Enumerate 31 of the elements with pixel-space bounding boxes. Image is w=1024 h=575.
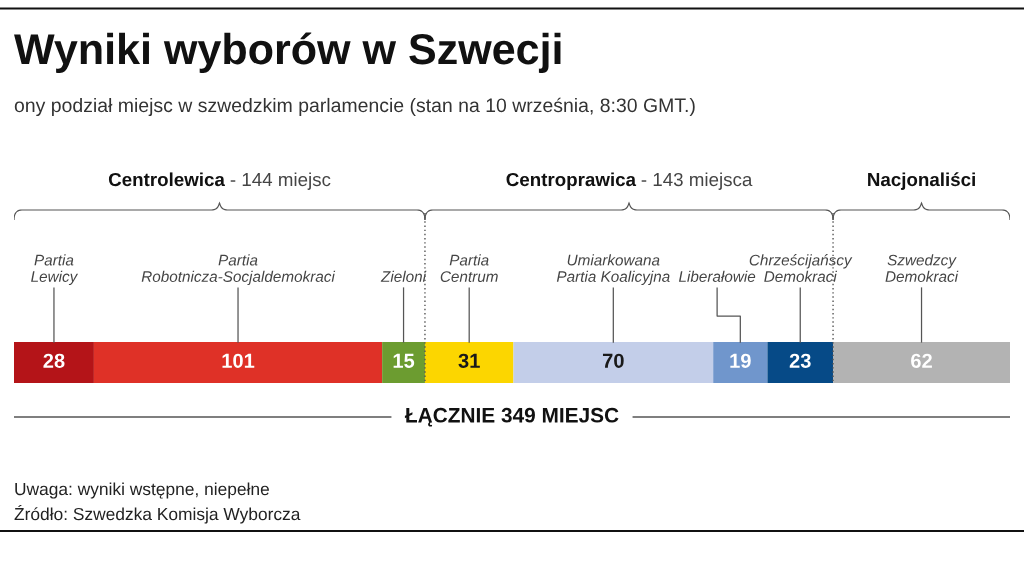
- bar: [14, 342, 94, 383]
- text: Liberałowie: [678, 270, 756, 282]
- bar: [93, 342, 383, 383]
- text: Szwedzcy Demokraci: [885, 254, 959, 282]
- bar: [767, 342, 834, 383]
- data-label: 62: [911, 353, 932, 368]
- data-label: 70: [602, 353, 624, 368]
- bar: [513, 342, 714, 383]
- text: Centrolewica - 144 miejsc: [108, 172, 331, 190]
- data-label: 31: [458, 353, 480, 368]
- bar: [833, 342, 1010, 383]
- text: Umiarkowana Partia Koalicyjna: [556, 254, 670, 285]
- total-label: ŁĄCZNIE 349 MIEJSC: [404, 407, 619, 427]
- text: Partia Centrum: [440, 254, 498, 282]
- data-label: 101: [222, 353, 255, 368]
- data-label: 19: [730, 353, 751, 368]
- bar: [424, 342, 514, 383]
- text: Źródło: Szwedzka Komisja Wyborcza: [14, 504, 301, 524]
- text: Partia Lewicy: [31, 254, 79, 285]
- chart-title: Wyniki wyborów w Szwecji: [14, 32, 561, 73]
- text: Uwaga: wyniki wstępne, niepełne: [15, 482, 269, 499]
- bar: [713, 342, 768, 383]
- data-label: 28: [43, 353, 65, 368]
- bar: [382, 342, 425, 383]
- text: Zieloni: [380, 270, 427, 282]
- text: Nacjonaliści: [868, 172, 975, 190]
- data-label: 23: [789, 353, 811, 368]
- text: Partia Robotnicza-Socjaldemokraci: [141, 254, 336, 285]
- text: Centroprawica - 143 miejsca: [506, 172, 753, 190]
- chart-subtitle: ony podział miejsc w szwedzkim parlamencie (stan na 10 września, 8:30 GMT.): [14, 97, 695, 117]
- data-label: 15: [393, 353, 415, 368]
